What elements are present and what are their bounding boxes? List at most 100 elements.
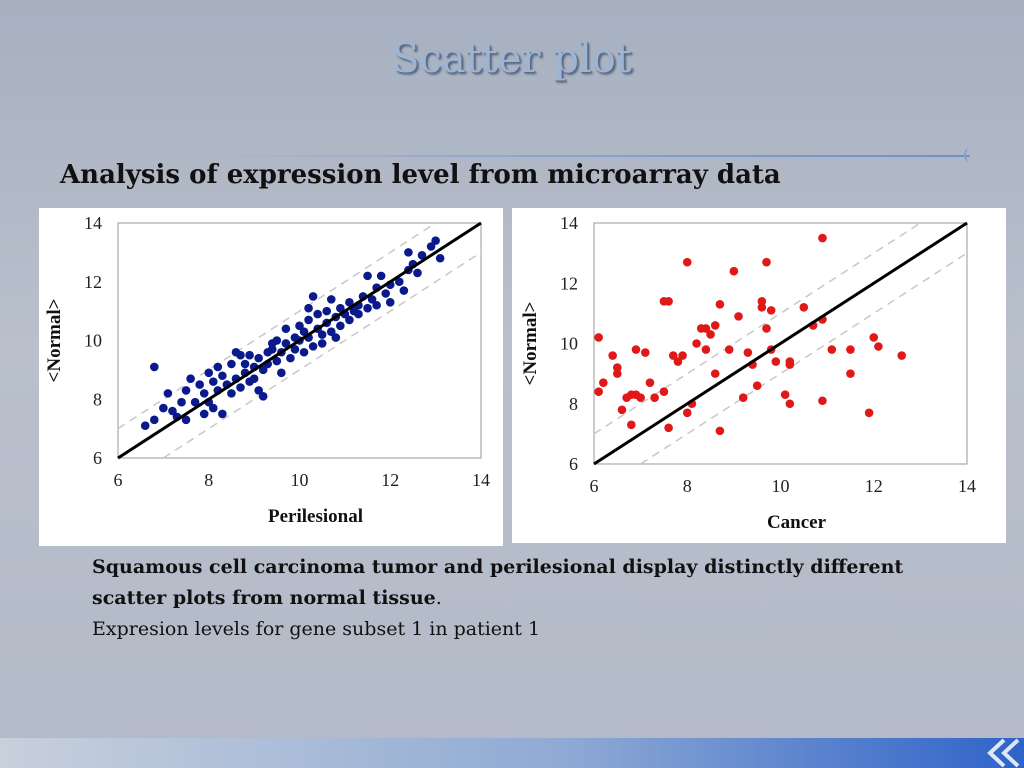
chart-0-point-88 bbox=[426, 242, 436, 251]
chart-1-offset-line-1 bbox=[593, 222, 921, 435]
chart-0-point-2 bbox=[150, 362, 159, 372]
chart-0-point-51 bbox=[299, 327, 309, 336]
chart-0-plot-area bbox=[117, 222, 482, 459]
chart-1-point-20 bbox=[673, 357, 683, 366]
chart-1-y-tick-2: 10 bbox=[560, 334, 578, 354]
chart-1-point-64 bbox=[785, 357, 795, 366]
chart-1-point-14 bbox=[650, 393, 659, 403]
chart-0-point-90 bbox=[435, 253, 445, 263]
chart-0-y-tick-0: 6 bbox=[93, 448, 102, 468]
chart-0-point-65 bbox=[336, 321, 345, 331]
chart-0-point-12 bbox=[199, 409, 209, 419]
chart-0-point-97 bbox=[231, 347, 241, 357]
chart-1-point-41 bbox=[762, 324, 771, 333]
chart-0-point-61 bbox=[322, 306, 332, 316]
chart-1-point-3 bbox=[608, 351, 617, 360]
chart-1-point-52 bbox=[818, 233, 827, 243]
chart-0-x-tick-2: 10 bbox=[291, 470, 309, 490]
chart-1-plot-area bbox=[593, 222, 968, 465]
chart-1-x-axis-title: Cancer bbox=[767, 512, 827, 533]
chart-1-y-tick-4: 14 bbox=[560, 213, 578, 233]
chart-0-y-tick-3: 12 bbox=[84, 272, 102, 292]
chart-1-point-16 bbox=[664, 297, 673, 306]
chart-0-x-tick-0: 6 bbox=[114, 470, 123, 490]
chart-1-point-47 bbox=[785, 399, 795, 409]
chart-0-point-15 bbox=[204, 368, 214, 378]
chart-1-point-34 bbox=[734, 312, 743, 321]
chart-1-point-18 bbox=[664, 423, 673, 433]
chart-0-offset-line-2 bbox=[162, 251, 482, 459]
chart-0-point-72 bbox=[354, 309, 363, 319]
chart-1-point-31 bbox=[715, 300, 725, 309]
chart-1-point-55 bbox=[846, 345, 855, 354]
chart-0-point-79 bbox=[381, 289, 391, 298]
chart-0-point-96 bbox=[267, 339, 277, 348]
chart-0-point-43 bbox=[281, 339, 291, 348]
chart-1-point-61 bbox=[631, 390, 641, 400]
chart-0-point-25 bbox=[236, 383, 245, 392]
chart-0-point-78 bbox=[376, 271, 386, 281]
chart-0-point-87 bbox=[417, 251, 427, 260]
chart-0-point-58 bbox=[317, 330, 327, 339]
footer-bar bbox=[0, 738, 1024, 768]
chart-0-x-axis-title: Perilesional bbox=[268, 506, 363, 527]
chart-1-point-13 bbox=[645, 378, 655, 387]
chart-0-point-91 bbox=[404, 248, 413, 257]
caption-bold-text: Squamous cell carcinoma tumor and perile… bbox=[92, 556, 904, 609]
chart-0-point-20 bbox=[218, 371, 227, 381]
chart-panel-perilesional: 6 8 10 12 14 6 8 10 12 14 Perilesional <Normal> bbox=[39, 208, 503, 546]
chart-1-x-tick-0: 6 bbox=[590, 476, 599, 496]
chart-0-point-48 bbox=[295, 321, 304, 331]
chart-1-point-17 bbox=[659, 387, 669, 396]
chart-1-point-0 bbox=[594, 387, 603, 396]
chart-0-point-23 bbox=[227, 359, 236, 369]
chart-0-point-68 bbox=[345, 315, 354, 325]
chart-0-identity-line bbox=[117, 221, 482, 460]
chart-1-point-26 bbox=[701, 345, 711, 354]
chart-0-point-77 bbox=[372, 300, 381, 310]
chart-1-point-59 bbox=[897, 351, 907, 360]
chart-0-point-18 bbox=[213, 362, 223, 372]
divider-end-ornament bbox=[964, 148, 976, 162]
chart-1-point-1 bbox=[594, 333, 603, 342]
chart-0-point-5 bbox=[168, 406, 177, 416]
chart-0-point-45 bbox=[286, 353, 295, 363]
chart-0-point-34 bbox=[254, 386, 263, 395]
chart-1-point-4 bbox=[613, 369, 622, 378]
chart-1-x-tick-3: 12 bbox=[865, 476, 883, 496]
chart-0-point-89 bbox=[431, 236, 440, 245]
slide-caption: Squamous cell carcinoma tumor and perile… bbox=[92, 552, 952, 645]
chart-1-point-44 bbox=[771, 357, 781, 366]
chart-1-point-36 bbox=[743, 348, 753, 357]
chart-1-point-40 bbox=[757, 297, 767, 306]
chart-1-y-axis-title: <Normal> bbox=[520, 302, 541, 386]
chart-1-point-24 bbox=[682, 257, 692, 267]
chart-1-point-42 bbox=[762, 257, 771, 267]
chart-0-point-8 bbox=[181, 386, 191, 395]
chart-0-point-38 bbox=[267, 345, 277, 354]
chart-1-point-51 bbox=[818, 396, 827, 406]
chart-0-point-83 bbox=[399, 286, 409, 295]
chart-1-point-6 bbox=[617, 405, 627, 415]
chart-1-y-tick-3: 12 bbox=[560, 273, 578, 293]
chart-1-point-45 bbox=[780, 390, 790, 400]
chart-0-point-35 bbox=[258, 365, 268, 375]
chart-0-x-tick-3: 12 bbox=[381, 470, 399, 490]
chart-1-point-2 bbox=[599, 378, 608, 387]
chart-0-point-22 bbox=[227, 389, 236, 398]
chart-0-point-54 bbox=[308, 342, 318, 351]
chart-0-point-4 bbox=[163, 389, 173, 398]
chart-0-point-16 bbox=[208, 377, 218, 386]
chart-0-point-92 bbox=[363, 271, 372, 281]
chart-1-point-54 bbox=[846, 369, 855, 378]
chart-0-point-33 bbox=[254, 353, 263, 363]
scatter-chart-cancer: 6 8 10 12 14 6 8 10 12 14 Cancer <Normal> bbox=[520, 213, 976, 533]
chart-1-point-8 bbox=[627, 420, 636, 430]
chart-1-point-63 bbox=[701, 324, 711, 333]
chart-1-point-43 bbox=[766, 306, 776, 315]
chart-0-point-47 bbox=[290, 345, 300, 354]
chart-1-point-58 bbox=[874, 342, 883, 351]
chart-0-offset-line-1 bbox=[117, 222, 437, 430]
chart-1-point-57 bbox=[869, 333, 879, 342]
chart-0-point-66 bbox=[336, 303, 345, 313]
